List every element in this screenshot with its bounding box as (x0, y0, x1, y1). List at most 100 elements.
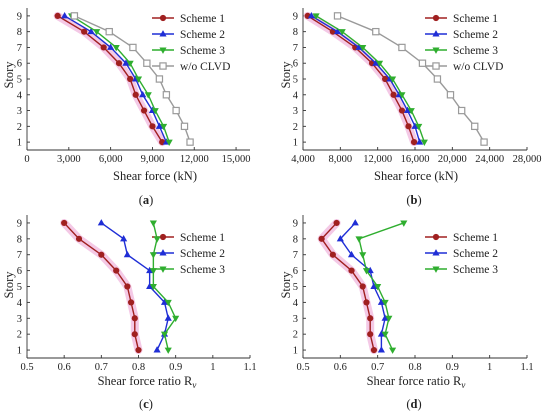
y-tick-label: 6 (293, 59, 298, 70)
legend-label: Scheme 2 (453, 248, 498, 260)
legend-marker (159, 62, 167, 70)
legend-entry: Scheme 1 (425, 232, 498, 244)
legend-entry: Scheme 2 (152, 29, 225, 41)
data-point (149, 252, 157, 259)
y-tick-label: 8 (17, 27, 22, 38)
data-point (367, 315, 374, 322)
series-scheme-1 (60, 218, 143, 355)
x-tick-label: 20,000 (438, 154, 467, 165)
legend-marker (432, 30, 440, 37)
legend-label: w/o CLVD (453, 61, 503, 73)
x-tick-label: 1 (210, 362, 215, 373)
y-tick-label: 8 (293, 27, 298, 38)
series-highlight (317, 218, 378, 355)
legend-marker (432, 62, 440, 70)
legend-label: Scheme 1 (453, 13, 498, 25)
data-point (144, 92, 152, 99)
data-point (333, 12, 342, 20)
data-point (362, 268, 371, 275)
data-point (143, 59, 151, 67)
data-point (372, 59, 380, 66)
y-tick-label: 4 (293, 90, 299, 101)
series-scheme-3 (149, 220, 180, 354)
data-point (162, 91, 171, 99)
series-w-o-clvd (333, 12, 488, 146)
data-point (100, 44, 107, 51)
data-point (98, 251, 105, 258)
data-point (105, 27, 113, 36)
data-point (123, 250, 131, 258)
x-tick-label: 12,000 (363, 154, 392, 165)
x-tick-label: 9,000 (141, 154, 165, 165)
legend-label: Scheme 1 (453, 232, 498, 244)
data-point (113, 267, 120, 274)
data-point (149, 268, 157, 275)
y-tick-label: 2 (17, 122, 22, 133)
data-point (375, 60, 384, 68)
data-point (403, 106, 412, 114)
y-tick-label: 4 (17, 298, 23, 309)
x-tick-label: 16,000 (401, 154, 430, 165)
legend-marker (432, 14, 440, 22)
y-tick-label: 4 (17, 90, 23, 101)
x-axis-label: Shear force ratio Rv (98, 374, 197, 390)
data-point (112, 44, 120, 52)
data-point (146, 282, 154, 289)
data-point (186, 138, 194, 146)
data-point (153, 236, 161, 243)
y-tick-label: 6 (17, 59, 22, 70)
data-point (146, 266, 154, 274)
y-tick-label: 3 (293, 314, 298, 325)
data-point (81, 28, 88, 35)
data-point (151, 108, 159, 115)
panel-label: (a) (139, 193, 154, 207)
x-tick-label: 6,000 (99, 154, 123, 165)
data-point (120, 234, 128, 242)
data-point (355, 43, 363, 50)
data-point (359, 44, 367, 52)
data-point (336, 234, 344, 242)
legend-label: Scheme 3 (180, 45, 225, 57)
data-point (377, 346, 385, 353)
series-scheme-2 (307, 12, 424, 145)
panel-label: (b) (406, 193, 421, 207)
data-point (415, 123, 423, 131)
y-tick-label: 2 (293, 330, 298, 341)
legend-marker (432, 249, 440, 256)
y-axis-label: Story (279, 271, 293, 299)
y-tick-label: 3 (17, 314, 22, 325)
data-point (416, 138, 424, 145)
series-line (307, 15, 415, 143)
data-point (61, 12, 69, 19)
y-axis-label: Story (2, 61, 16, 89)
data-point (359, 283, 366, 290)
legend-marker (159, 266, 167, 273)
y-tick-label: 7 (17, 43, 22, 54)
data-point (385, 315, 393, 323)
data-point (374, 284, 382, 291)
data-point (153, 346, 161, 353)
x-tick-label: 1.1 (243, 362, 256, 373)
data-point (149, 284, 157, 291)
y-tick-label: 9 (293, 11, 298, 22)
data-point (139, 90, 147, 98)
legend-entry: Scheme 3 (425, 45, 498, 57)
x-axis-label-subscript: v (192, 380, 196, 390)
x-tick-label: 0.7 (371, 362, 384, 373)
legend-label: Scheme 1 (180, 13, 225, 25)
data-point (363, 299, 370, 306)
panel-label: (c) (139, 397, 153, 411)
series-scheme-3 (355, 220, 408, 354)
y-tick-label: 7 (17, 250, 22, 261)
data-point (107, 43, 115, 50)
data-point (389, 76, 397, 83)
legend-entry: Scheme 2 (152, 248, 225, 260)
x-tick-label: 4,000 (291, 154, 315, 165)
data-point (180, 122, 189, 131)
legend-entry: Scheme 1 (152, 13, 225, 25)
x-tick-label: 0.8 (408, 362, 421, 373)
data-point (407, 108, 415, 115)
data-point (129, 43, 137, 52)
x-axis-label-subscript: v (461, 380, 465, 390)
